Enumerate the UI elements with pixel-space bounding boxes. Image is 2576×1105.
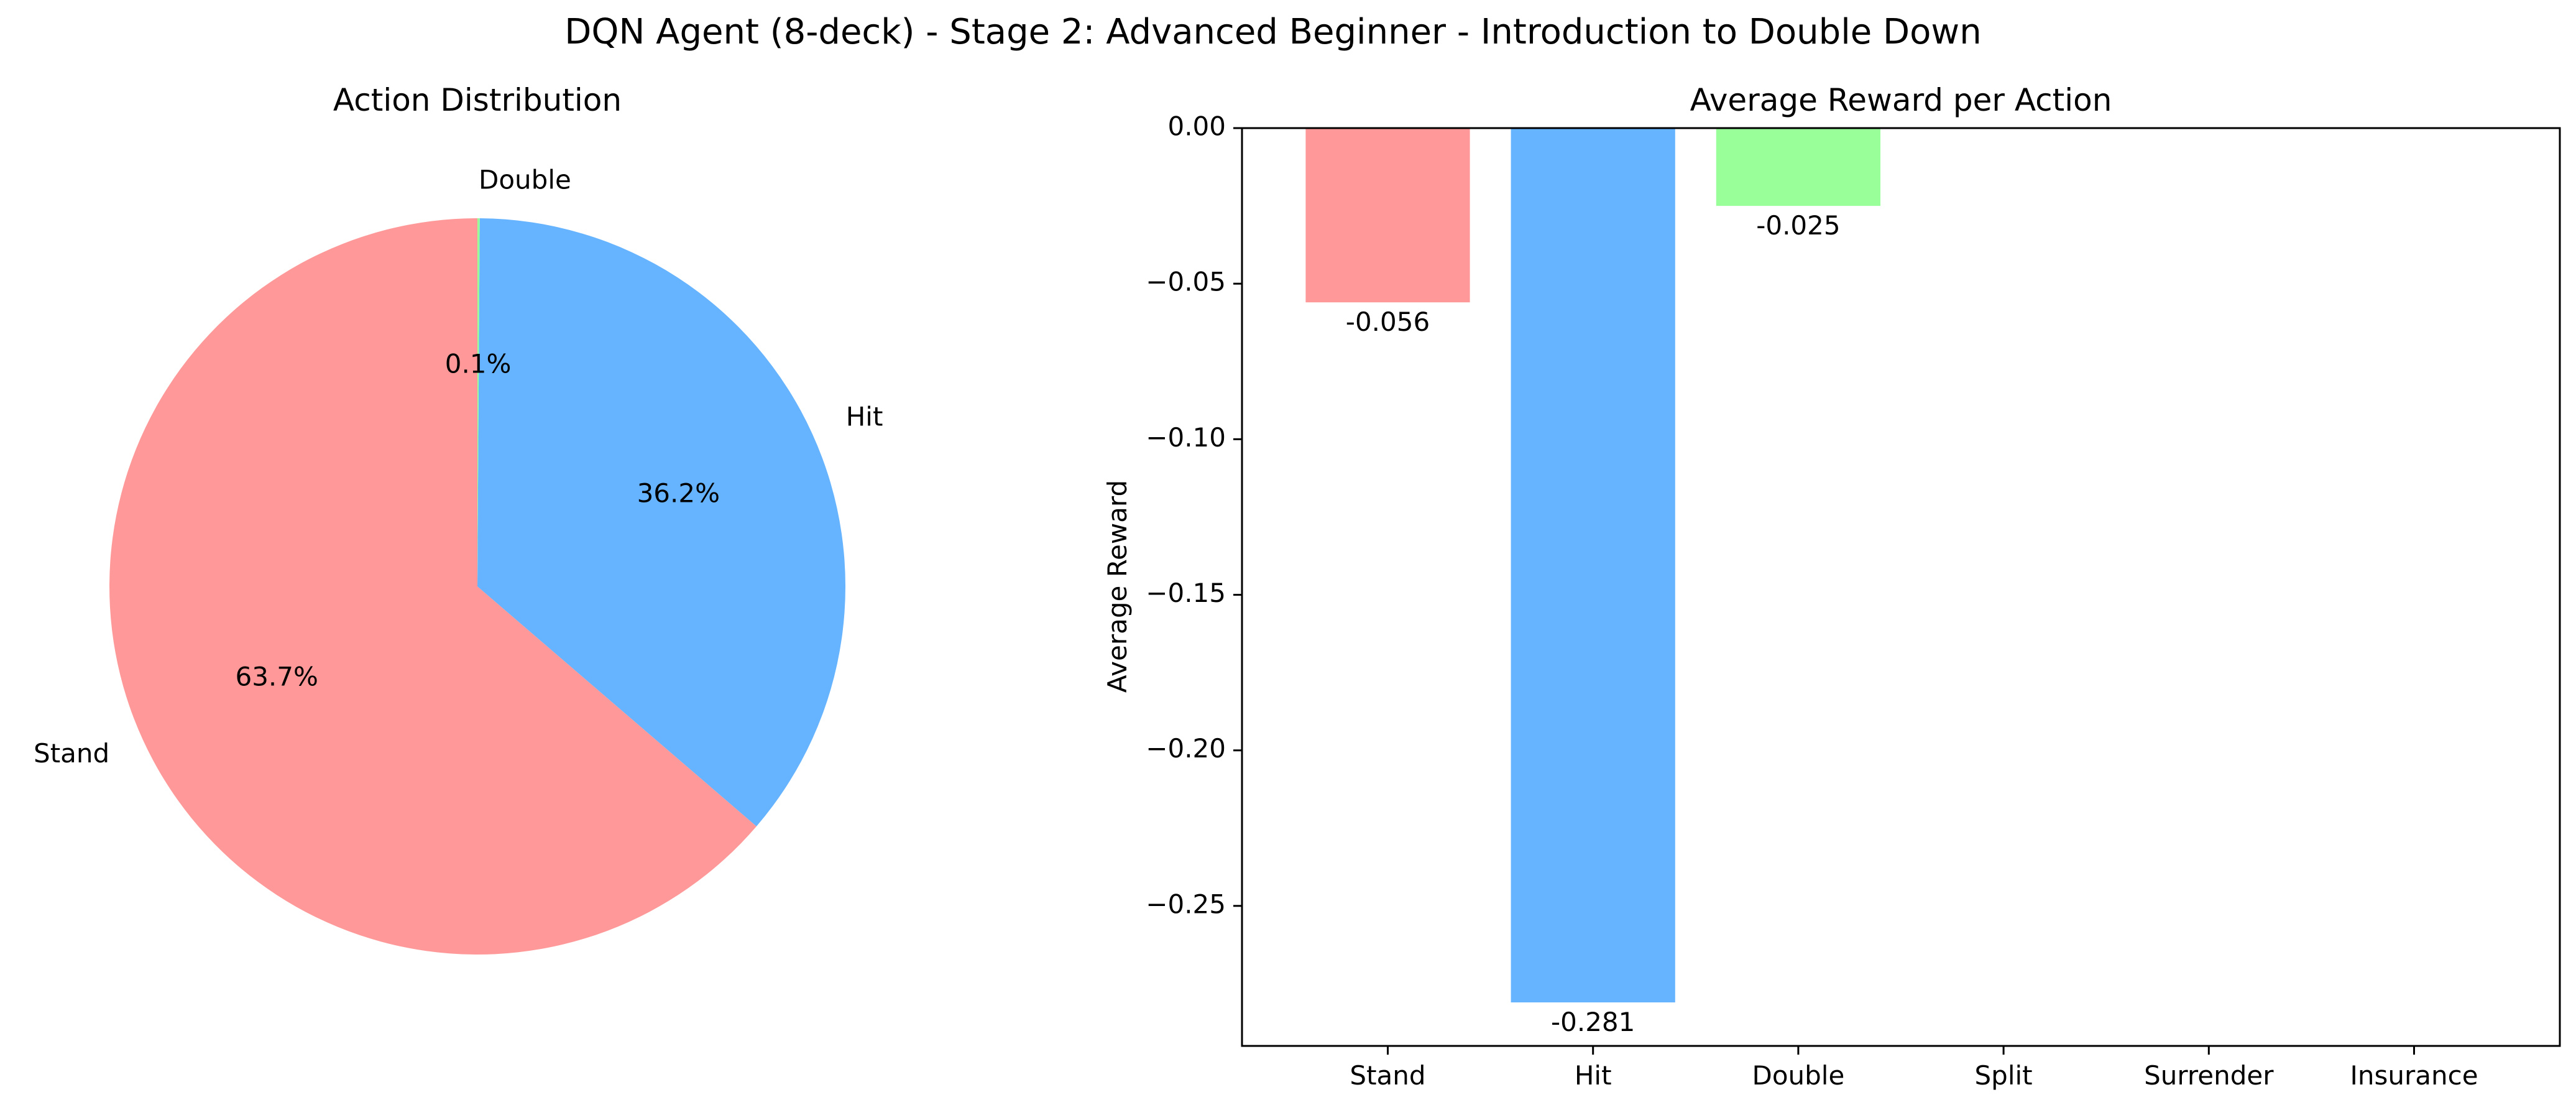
pie-label-hit: Hit [846, 402, 883, 432]
y-tick-label: −0.05 [1146, 267, 1226, 297]
bar-plot-area: -0.056 -0.281 -0.025 0.00 −0.05 −0.10 −0.15 −0.… [1146, 111, 2561, 1091]
y-tick-label: −0.25 [1146, 889, 1226, 919]
bar-value-label-stand: -0.056 [1346, 307, 1430, 337]
bar-chart: Average Reward per Action -0.056-0.281-0… [1102, 82, 2561, 1091]
y-tick-label: 0.00 [1167, 111, 1226, 142]
pie-labels: Stand 63.7% Hit 36.2% Double 0.1% [34, 164, 883, 769]
pie-label-stand: Stand [34, 738, 109, 769]
bar-value-label-hit: -0.281 [1551, 1007, 1635, 1037]
pie-chart-title: Action Distribution [333, 82, 622, 118]
pie-label-double: Double [479, 164, 571, 195]
x-tick-label-surrender: Surrender [2144, 1060, 2274, 1091]
y-tick-label: −0.15 [1146, 578, 1226, 608]
pie-chart: Action Distribution Stand 63.7% Hit 36.2% Do… [34, 82, 883, 955]
bar-double [1716, 128, 1880, 206]
bar-hit [1511, 128, 1675, 1002]
x-tick-label-insurance: Insurance [2350, 1060, 2478, 1091]
bar-value-label-double: -0.025 [1756, 210, 1840, 241]
bar-chart-title: Average Reward per Action [1690, 82, 2112, 118]
pie-percent-hit: 36.2% [637, 478, 720, 508]
x-tick-label-stand: Stand [1350, 1060, 1425, 1091]
pie-slices [109, 218, 846, 955]
bar-stand [1305, 128, 1470, 303]
bar-plot-frame [1241, 127, 2561, 1047]
bar-chart-ylabel: Average Reward [1102, 480, 1133, 693]
pie-slice-stand [109, 218, 757, 955]
figure-title: DQN Agent (8-deck) - Stage 2: Advanced B… [564, 12, 1981, 52]
y-tick-label: −0.10 [1146, 422, 1226, 453]
x-tick-label-double: Double [1752, 1060, 1844, 1091]
y-tick-label: −0.20 [1146, 733, 1226, 764]
x-tick-label-split: Split [1975, 1060, 2033, 1091]
pie-percent-stand: 63.7% [235, 662, 318, 692]
pie-percent-double: 0.1% [445, 348, 512, 379]
pie-slice-hit [477, 218, 846, 826]
pie-slice-double [477, 218, 480, 586]
x-tick-label-hit: Hit [1575, 1060, 1612, 1091]
